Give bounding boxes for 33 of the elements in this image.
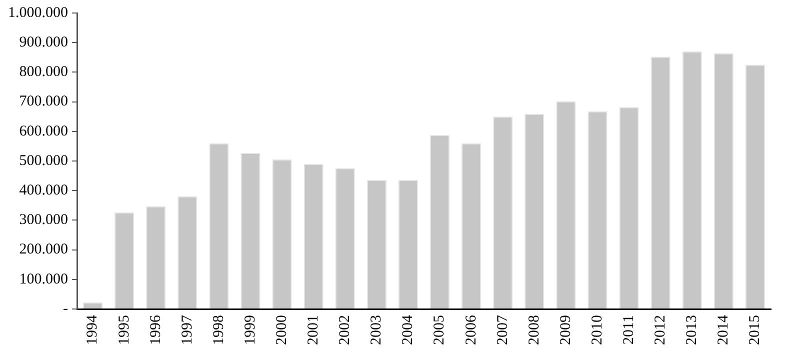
- y-tick-label: 100.000: [19, 271, 68, 288]
- y-tick-label: 1.000.000: [8, 4, 68, 21]
- y-tick-label: 400.000: [19, 182, 68, 199]
- x-tick-label: 2014: [716, 314, 732, 345]
- x-tick-label: 2002: [337, 315, 354, 345]
- x-tick-label: 2006: [463, 314, 480, 345]
- y-tick-label: 600.000: [19, 123, 68, 140]
- x-tick-label: 2008: [526, 315, 542, 345]
- y-tick-label: 900.000: [19, 34, 68, 51]
- x-tick-label: 2009: [558, 315, 574, 345]
- x-tick-label: 2013: [684, 315, 700, 345]
- y-tick-label: 300.000: [19, 212, 68, 228]
- x-tick-label: 1996: [148, 314, 164, 345]
- x-tick-label: 2011: [620, 315, 637, 344]
- x-tick-label: 1994: [84, 314, 101, 345]
- x-tick-label: 2003: [368, 315, 385, 345]
- x-tick-label: 2012: [652, 315, 669, 345]
- x-tick-label: 1995: [116, 315, 132, 345]
- x-tick-label: 1998: [210, 315, 227, 345]
- y-tick-label: 800.000: [19, 64, 68, 80]
- x-tick-label: 2005: [432, 315, 448, 345]
- x-tick-label: 2004: [400, 314, 416, 345]
- x-tick-label: 1999: [242, 315, 258, 345]
- x-tick-label: 2000: [274, 315, 290, 345]
- x-tick-label: 2001: [306, 315, 322, 345]
- x-tick-label: 2007: [494, 314, 511, 345]
- y-tick-label: 200.000: [19, 242, 68, 258]
- x-tick-label: 2015: [747, 315, 764, 345]
- y-tick-label: 500.000: [19, 152, 68, 169]
- x-tick-label: 1997: [179, 314, 196, 345]
- y-tick-label: 700.000: [19, 94, 68, 110]
- y-tick-label: -: [63, 300, 68, 317]
- x-tick-label: 2010: [589, 315, 606, 345]
